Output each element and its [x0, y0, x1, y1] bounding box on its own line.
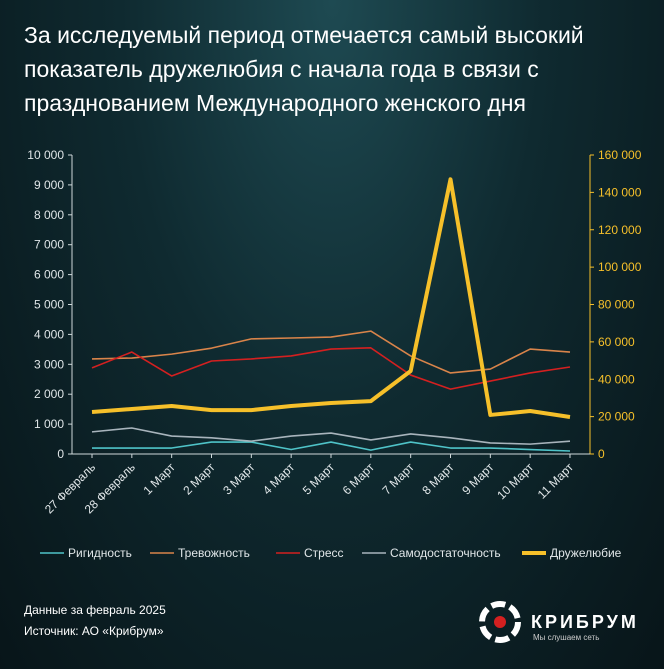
y2-tick-label: 40 000: [598, 372, 635, 386]
x-tick-label: 4 Март: [260, 460, 298, 498]
y-tick-label: 4 000: [34, 327, 64, 341]
y-tick-label: 2 000: [34, 387, 64, 401]
x-tick-label: 11 Март: [535, 460, 577, 502]
legend-label: Тревожность: [178, 546, 250, 560]
legend-label: Дружелюбие: [550, 546, 622, 560]
logo-tagline: Мы слушаем сеть: [533, 633, 599, 642]
y-tick-label: 7 000: [34, 238, 64, 252]
y-tick-label: 9 000: [34, 178, 64, 192]
chart-title: За исследуемый период отмечается самый в…: [24, 22, 584, 116]
y2-tick-label: 80 000: [598, 298, 635, 312]
x-tick-label: 2 Март: [180, 460, 218, 498]
x-tick-label: 3 Март: [220, 460, 258, 498]
x-tick-label: 8 Март: [419, 460, 457, 498]
x-tick-label: 10 Март: [494, 460, 536, 502]
x-tick-label: 6 Март: [340, 460, 378, 498]
logo-name: КРИБРУМ: [531, 612, 639, 632]
y2-tick-label: 100 000: [598, 260, 642, 274]
logo-icon: [479, 601, 521, 643]
series-line: [92, 441, 571, 452]
y2-tick-label: 120 000: [598, 223, 642, 237]
x-tick-label: 5 Март: [300, 460, 338, 498]
y-tick-label: 10 000: [27, 148, 64, 162]
y2-tick-label: 0: [598, 447, 605, 461]
legend-label: Самодостаточность: [390, 546, 501, 560]
series-line: [91, 177, 571, 419]
y-tick-label: 3 000: [34, 357, 64, 371]
series-line: [91, 330, 571, 374]
footer-source: Источник: АО «Крибрум»: [24, 624, 164, 638]
x-tick-label: 7 Март: [380, 460, 418, 498]
y-tick-label: 1 000: [34, 417, 64, 431]
legend-label: Ригидность: [68, 546, 132, 560]
y-tick-label: 5 000: [34, 298, 64, 312]
series-line: [91, 427, 571, 445]
series-line: [91, 347, 571, 390]
y2-tick-label: 160 000: [598, 148, 642, 162]
y2-tick-label: 140 000: [598, 185, 642, 199]
footer-period: Данные за февраль 2025: [24, 603, 166, 617]
legend-label: Стресс: [304, 546, 344, 560]
x-tick-label: 1 Март: [141, 460, 179, 498]
y2-tick-label: 20 000: [598, 410, 635, 424]
y-tick-label: 6 000: [34, 268, 64, 282]
y-tick-label: 8 000: [34, 208, 64, 222]
y-tick-label: 0: [57, 447, 64, 461]
y2-tick-label: 60 000: [598, 335, 635, 349]
x-tick-label: 9 Март: [459, 460, 497, 498]
